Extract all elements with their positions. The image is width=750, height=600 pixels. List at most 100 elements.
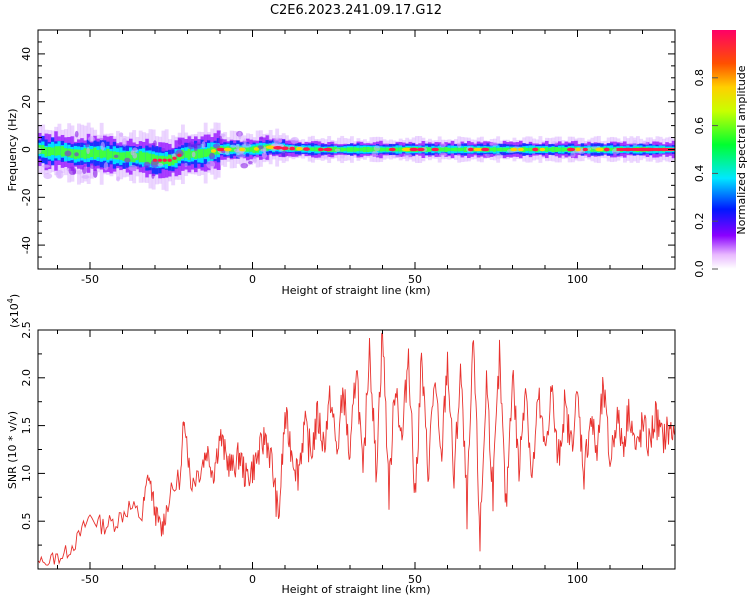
heatmap-speck [64,150,72,157]
heatmap-cell [47,147,52,157]
snr-y-tick-label: 1.5 [20,417,33,435]
heatmap-cell [359,147,364,152]
heatmap-cell [457,147,462,152]
heatmap-hotspot [467,147,474,152]
heatmap-cell [590,147,595,152]
heatmap-speck [241,143,252,148]
heatmap-speck [238,131,242,140]
heatmap-cell [207,148,211,157]
heatmap-cell [54,146,59,156]
heatmap-hotspot [303,147,310,151]
heatmap-hotspot [265,145,276,150]
spectrogram-y-label: Frequency (Hz) [6,109,19,192]
heatmap-speck [89,164,96,170]
heatmap-cell [184,150,189,158]
heatmap-cell [142,152,146,163]
heatmap-cell [548,147,553,152]
heatmap-hotspot [603,147,610,152]
heatmap-cell [398,147,403,152]
heatmap-speck [257,145,264,150]
snr-line-layer [38,331,675,566]
heatmap-hotspot [281,146,289,151]
heatmap-cell [200,149,205,158]
snr-multiplier-base: (x10 [8,303,21,328]
heatmap-speck [570,151,576,158]
heatmap-hotspot [431,147,439,152]
heatmap-speck [280,150,289,158]
heatmap-hotspot [595,147,604,152]
snr-y-tick-label: 1.0 [20,465,33,483]
colorbar-tick-label: 0.4 [693,165,706,183]
heatmap-speck [38,147,42,154]
heatmap-hotspot [539,147,546,152]
snr-series-line [38,331,675,566]
heatmap-cell [203,149,208,158]
spectrogram-heatmap [38,122,675,192]
heatmap-speck [55,169,64,179]
heatmap-cell [60,146,65,157]
colorbar-tick-label: 0.6 [693,117,706,135]
heatmap-speck [152,140,157,148]
heatmap-speck [72,169,77,175]
heatmap-hotspot [401,147,412,152]
heatmap-speck [157,162,164,167]
heatmap-speck [403,153,412,159]
heatmap-hotspot [167,158,172,162]
figure-title: C2E6.2023.241.09.17.G12 [270,3,442,18]
colorbar-label: Normalized spectral amplitude [735,65,748,234]
heatmap-speck [132,152,138,159]
snr-multiplier-exp: 4 [6,298,15,303]
heatmap-speck [485,153,490,157]
heatmap-cell [610,147,614,152]
heatmap-cell [106,148,111,160]
heatmap-cell [369,147,374,152]
heatmap-hotspot [518,147,524,152]
heatmap-cell [441,147,445,152]
heatmap-hotspot [616,148,675,151]
heatmap-cell [44,147,49,157]
heatmap-speck [261,152,268,159]
heatmap-cell [145,152,150,164]
heatmap-speck [84,143,90,148]
heatmap-speck [240,162,249,169]
snr-y-tick-label: 0.5 [20,512,33,530]
spectrogram-y-tick-label: 20 [20,95,33,109]
heatmap-cell [129,151,133,162]
spectrogram-panel: -50 0 50 100 -40 -20 0 20 40 Height of straight … [6,29,676,297]
heatmap-hotspot [177,153,182,157]
colorbar: 0.0 0.2 0.4 0.6 0.8 Normalized spectral ampl… [693,30,748,278]
heatmap-cell [125,151,130,162]
heatmap-speck [100,141,105,151]
heatmap-speck [489,141,499,147]
heatmap-cell [545,147,549,152]
heatmap-hotspot [317,147,324,152]
heatmap-cell [363,147,367,152]
heatmap-speck [161,147,166,152]
heatmap-speck [121,138,128,147]
snr-panel: -50 0 50 100 0.5 1.0 1.5 2.0 2.5 Height of strai… [6,294,676,596]
heatmap-cell [194,149,198,159]
snr-multiplier: (x104) [6,294,21,328]
heatmap-cell [109,151,114,159]
heatmap-hotspot [216,147,225,152]
heatmap-speck [438,152,447,157]
heatmap-cell [197,149,202,159]
heatmap-cell [350,147,354,152]
snr-x-tick-label: 0 [249,573,256,586]
heatmap-hotspot [409,147,418,152]
heatmap-speck [373,145,381,152]
spectrogram-x-tick-label: 0 [249,273,256,286]
snr-frame [37,329,676,570]
heatmap-speck [193,146,198,152]
heatmap-hotspot [253,147,259,151]
svg-text:(x104): (x104) [6,294,21,328]
heatmap-cell [558,147,562,152]
heatmap-speck [77,170,82,175]
heatmap-speck [218,135,223,145]
colorbar-tick-label: 0.0 [693,260,706,278]
colorbar-gradient [712,30,736,269]
heatmap-cell [96,149,101,158]
heatmap-speck [632,140,638,147]
heatmap-cell [51,147,55,156]
